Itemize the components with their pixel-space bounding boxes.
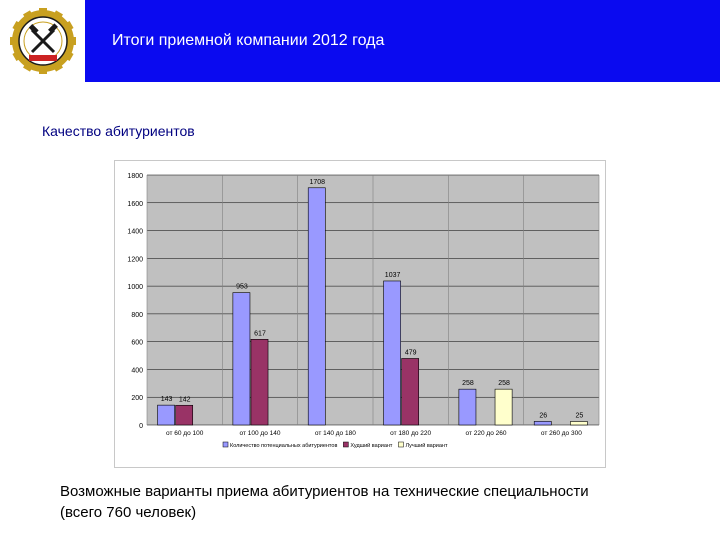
legend-swatch [398,441,404,448]
data-label: 143 [161,396,173,403]
y-tick-label: 1400 [127,229,143,236]
bar [157,404,175,426]
bar [232,292,251,426]
data-label: 258 [498,380,510,387]
y-tick-label: 1600 [127,201,143,208]
data-label: 953 [236,284,248,291]
legend-entry: Лучший вариант [405,442,448,449]
data-label: 25 [576,413,584,420]
data-label: 479 [405,349,417,356]
data-label: 617 [254,330,266,337]
caption-line-1: Возможные варианты приема абитуриентов н… [60,483,589,500]
chart-frame: 0 200 400 600 800 1000 1200 1400 1600 1800 143 953 1… [114,160,606,468]
bar [494,388,513,426]
caption: Возможные варианты приема абитуриентов н… [60,481,710,523]
data-label: 1037 [385,272,401,279]
x-tick-label: от 180 до 220 [390,430,431,437]
y-tick-label: 400 [131,367,143,374]
bar-chart: 0 200 400 600 800 1000 1200 1400 1600 1800 143 953 1… [127,173,600,449]
x-tick-label: от 220 до 260 [466,430,507,437]
y-tick-label: 0 [139,423,143,430]
bar [175,404,194,426]
legend-entry: Количество потенциальных абитуриентов [230,443,337,449]
page-title: Итоги приемной компании 2012 года [112,32,385,49]
data-label: 258 [462,380,474,387]
caption-line-2: (всего 760 человек) [60,504,197,521]
y-tick-label: 200 [131,395,143,402]
y-tick-label: 1000 [127,284,143,291]
bar [570,421,588,426]
data-label: 26 [539,412,547,419]
bar [250,339,269,426]
legend-entry: Худший вариант [350,442,393,449]
y-tick-label: 1200 [127,256,143,263]
bar [458,388,477,426]
data-label: 142 [179,396,191,403]
legend-swatch [222,441,229,448]
bar [533,421,552,426]
x-tick-label: от 60 до 100 [166,430,204,437]
header-band [85,0,720,82]
legend-swatch [343,441,349,448]
university-emblem-icon [10,8,76,74]
x-tick-label: от 140 до 180 [315,430,356,437]
y-tick-label: 800 [131,312,143,319]
x-tick-label: от 260 до 300 [541,430,582,437]
y-tick-label: 600 [131,340,143,347]
x-tick-label: от 100 до 140 [240,430,281,437]
header: Итоги приемной компании 2012 года [0,0,720,82]
data-label: 1708 [309,179,325,186]
y-tick-label: 1800 [127,173,143,180]
bar [307,187,326,426]
bar [383,280,401,426]
section-title: Качество абитуриентов [42,123,195,139]
bar [401,358,420,426]
